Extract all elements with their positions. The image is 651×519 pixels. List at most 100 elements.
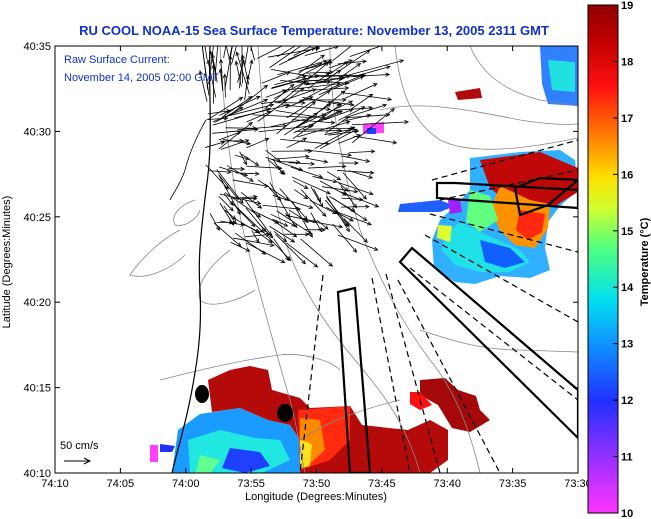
current-vector-head xyxy=(266,110,272,115)
current-vector-head xyxy=(280,259,286,264)
current-vector-head xyxy=(324,225,329,230)
current-vector xyxy=(308,79,349,84)
current-vector-head xyxy=(327,59,333,64)
current-vector xyxy=(199,70,208,102)
current-vector xyxy=(278,161,300,163)
current-vector-head xyxy=(223,116,229,121)
current-vector xyxy=(246,138,269,149)
marker-dot xyxy=(195,385,209,403)
current-vector xyxy=(232,179,269,187)
current-vector-head xyxy=(358,197,364,202)
current-vector xyxy=(269,187,281,201)
current-vector xyxy=(225,46,231,63)
current-vector-head xyxy=(268,233,274,239)
x-axis-label: Longitude (Degrees:Minutes) xyxy=(245,491,387,503)
current-vector xyxy=(235,61,242,87)
current-vector-head xyxy=(239,2,242,6)
colorbar-tick-label: 19 xyxy=(621,0,633,12)
current-vector xyxy=(285,214,317,223)
current-vector-head xyxy=(313,263,319,268)
current-vector xyxy=(204,141,225,148)
current-vector-head xyxy=(229,201,234,206)
current-vector-head xyxy=(293,223,298,229)
current-vector-head xyxy=(245,247,251,252)
current-vector xyxy=(286,137,307,149)
current-vector-head xyxy=(366,113,372,118)
current-vector xyxy=(280,138,330,145)
current-vector-head xyxy=(404,119,410,125)
current-vector-head xyxy=(332,210,337,215)
current-vector xyxy=(307,165,346,169)
current-vector-head xyxy=(329,70,334,75)
current-vector xyxy=(324,128,352,135)
colorbar-tick-label: 14 xyxy=(621,282,634,294)
current-vector xyxy=(261,229,291,261)
current-vector-head xyxy=(276,157,281,163)
colorbar-label: Temperature (°C) xyxy=(639,217,651,306)
current-vector-head xyxy=(222,73,227,79)
current-vector xyxy=(207,97,243,120)
current-vector-head xyxy=(286,256,292,261)
current-vector xyxy=(275,233,306,264)
current-vector xyxy=(274,75,306,86)
colorbar-tick-label: 12 xyxy=(621,395,633,407)
current-vector-head xyxy=(250,222,256,228)
y-tick-label: 40:25 xyxy=(23,212,51,224)
current-vector xyxy=(267,159,286,175)
current-vector-head xyxy=(261,250,267,255)
x-tick-label: 73:45 xyxy=(368,478,396,490)
current-vector-head xyxy=(308,204,314,209)
current-vector-head xyxy=(236,242,242,247)
current-vector xyxy=(265,149,281,162)
current-vector-head xyxy=(311,101,317,106)
colorbar-tick-label: 15 xyxy=(621,226,633,238)
current-vector xyxy=(237,60,245,83)
x-tick-label: 73:50 xyxy=(303,478,331,490)
x-axis: 74:10 74:05 74:00 73:55 73:50 73:45 73:40 73:35… xyxy=(41,46,592,490)
current-vector-head xyxy=(264,137,270,142)
current-vector-head xyxy=(252,196,258,201)
current-vector-head xyxy=(349,102,355,107)
current-vector xyxy=(260,99,287,105)
current-vector xyxy=(252,114,312,118)
current-vector-head xyxy=(198,70,203,76)
current-vector xyxy=(257,87,305,122)
current-vector-head xyxy=(336,101,342,107)
scale-label: 50 cm/s xyxy=(60,440,99,452)
current-vector-head xyxy=(305,232,310,237)
current-vector-head xyxy=(385,65,391,70)
current-vector-head xyxy=(311,88,317,93)
current-vector-head xyxy=(282,98,288,103)
current-vector xyxy=(353,135,397,144)
current-vector-head xyxy=(305,81,311,86)
current-vector-head xyxy=(310,161,316,166)
current-vector-head xyxy=(246,141,252,146)
current-vector xyxy=(244,46,249,67)
y-tick-label: 40:15 xyxy=(23,383,51,395)
current-vector-head xyxy=(255,171,260,176)
current-vector-head xyxy=(328,61,333,66)
current-vector xyxy=(328,130,359,136)
current-vector-head xyxy=(341,164,347,169)
current-vector xyxy=(286,242,318,268)
current-vector-head xyxy=(347,127,353,133)
current-vector xyxy=(219,193,261,204)
current-vector-head xyxy=(344,187,349,192)
current-vector-head xyxy=(317,227,322,233)
current-vector xyxy=(341,197,363,201)
current-vector-head xyxy=(321,115,327,120)
current-vector-head xyxy=(224,185,229,190)
current-vector xyxy=(237,125,287,131)
current-vector xyxy=(226,165,254,182)
current-vector xyxy=(291,119,335,124)
current-vector xyxy=(310,186,323,207)
current-vector-head xyxy=(322,59,328,64)
current-vector-head xyxy=(212,40,215,44)
current-vector-head xyxy=(330,120,336,125)
current-vector-head xyxy=(243,12,246,16)
current-vector-head xyxy=(232,38,235,42)
current-vector xyxy=(219,166,248,176)
y-tick-label: 40:20 xyxy=(23,297,51,309)
current-vector-head xyxy=(256,200,262,205)
current-vector xyxy=(231,46,237,65)
